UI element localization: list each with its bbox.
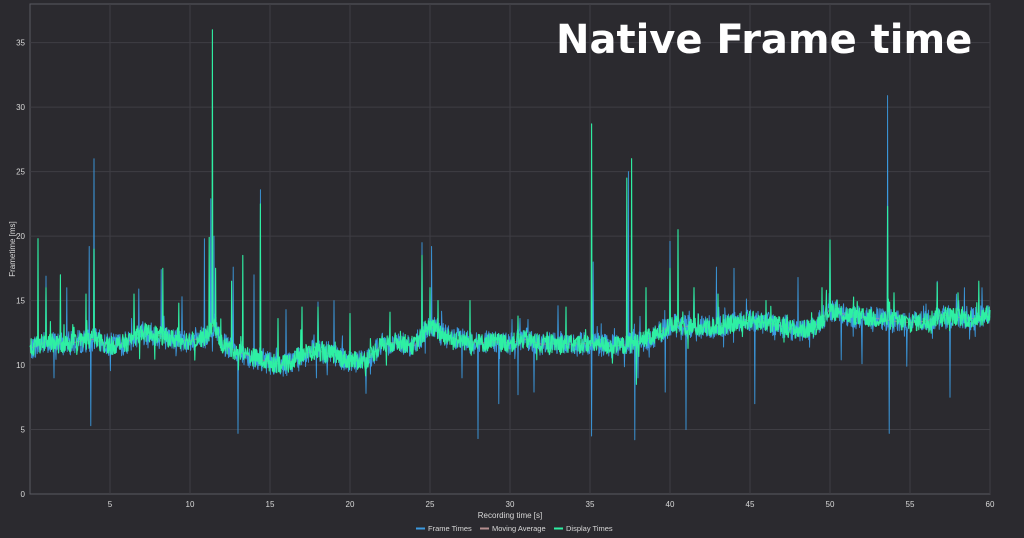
- x-tick-label: 55: [906, 500, 915, 509]
- series-display-times: [29, 29, 991, 385]
- legend: Frame Times Moving Average Display Times: [416, 524, 613, 533]
- x-tick-label: 15: [266, 500, 275, 509]
- series-layer: [29, 29, 991, 441]
- x-tick-label: 5: [108, 500, 113, 509]
- axis-ticks: 5 10 15 20 25 30 35 40 45 50 55 60 0 5 10 15 20 25 30 35: [16, 39, 995, 509]
- x-tick-label: 35: [586, 500, 595, 509]
- legend-item-frame-times[interactable]: Frame Times: [416, 524, 472, 533]
- y-tick-label: 15: [16, 297, 25, 306]
- y-axis-label: Frametime [ms]: [8, 221, 17, 277]
- y-tick-label: 35: [16, 39, 25, 48]
- x-axis-label: Recording time [s]: [478, 511, 542, 520]
- x-tick-label: 60: [986, 500, 995, 509]
- y-tick-label: 25: [16, 168, 25, 177]
- y-tick-label: 0: [21, 490, 26, 499]
- x-tick-label: 30: [506, 500, 515, 509]
- legend-item-moving-average[interactable]: Moving Average: [480, 524, 546, 533]
- legend-label-display-times: Display Times: [566, 524, 613, 533]
- x-tick-label: 20: [346, 500, 355, 509]
- x-tick-label: 40: [666, 500, 675, 509]
- legend-item-display-times[interactable]: Display Times: [554, 524, 613, 533]
- y-tick-label: 30: [16, 103, 25, 112]
- legend-label-moving-average: Moving Average: [492, 524, 546, 533]
- y-tick-label: 5: [21, 426, 26, 435]
- x-tick-label: 50: [826, 500, 835, 509]
- x-tick-label: 45: [746, 500, 755, 509]
- legend-label-frame-times: Frame Times: [428, 524, 472, 533]
- x-tick-label: 25: [426, 500, 435, 509]
- grid-lines: [30, 4, 991, 494]
- y-tick-label: 10: [16, 361, 25, 370]
- x-tick-label: 10: [186, 500, 195, 509]
- y-tick-label: 20: [16, 232, 25, 241]
- overlay-title: Native Frame time: [556, 17, 972, 63]
